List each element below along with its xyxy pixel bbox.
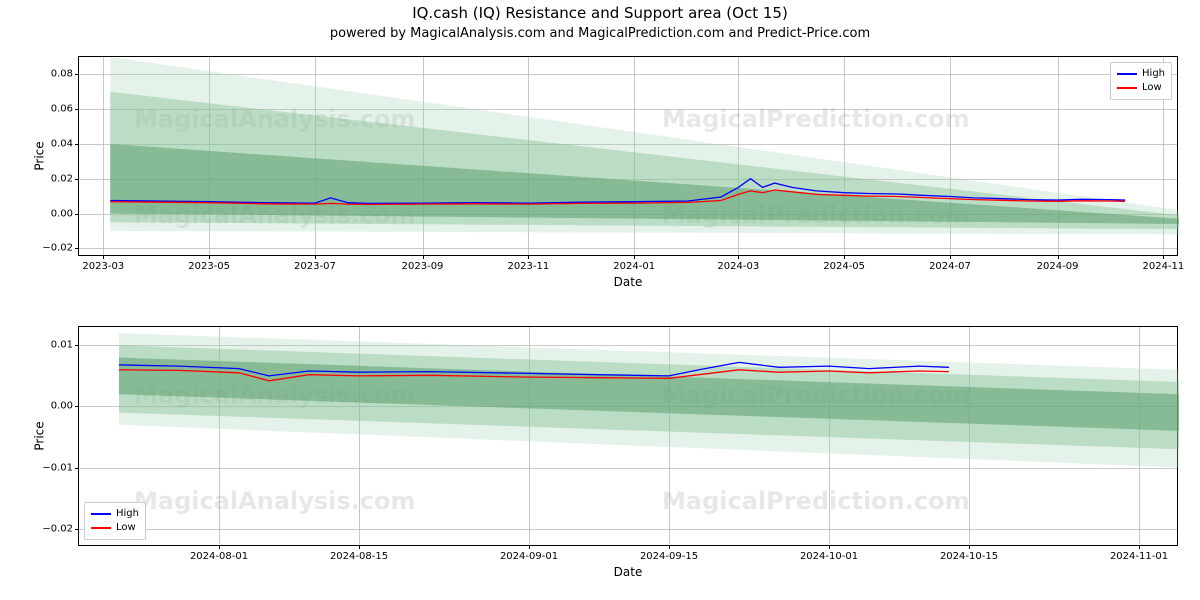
legend-swatch	[91, 527, 111, 529]
chart-svg	[79, 57, 1179, 257]
figure: IQ.cash (IQ) Resistance and Support area…	[0, 0, 1200, 600]
x-axis-label: Date	[614, 275, 643, 289]
legend-label: Low	[116, 521, 136, 535]
legend-item: High	[1117, 67, 1165, 81]
chart-panel-overview: Price Date −0.020.000.020.040.060.082023…	[78, 56, 1178, 256]
legend-swatch	[1117, 73, 1137, 75]
y-tick-label: −0.02	[42, 243, 79, 254]
legend-swatch	[1117, 87, 1137, 89]
legend-label: High	[116, 507, 139, 521]
x-axis-label: Date	[614, 565, 643, 579]
chart-svg	[79, 327, 1179, 547]
legend-swatch	[91, 513, 111, 515]
legend-item: High	[91, 507, 139, 521]
legend-item: Low	[1117, 81, 1165, 95]
y-axis-label: Price	[33, 421, 47, 450]
legend-item: Low	[91, 521, 139, 535]
legend: HighLow	[1110, 62, 1172, 100]
figure-suptitle: IQ.cash (IQ) Resistance and Support area…	[0, 4, 1200, 22]
y-tick-label: −0.01	[42, 462, 79, 473]
y-axis-label: Price	[33, 141, 47, 170]
y-tick-label: −0.02	[42, 523, 79, 534]
legend: HighLow	[84, 502, 146, 540]
legend-label: High	[1142, 67, 1165, 81]
figure-subtitle: powered by MagicalAnalysis.com and Magic…	[0, 26, 1200, 41]
chart-panel-zoom: Price Date −0.02−0.010.000.012024-08-012…	[78, 326, 1178, 546]
legend-label: Low	[1142, 81, 1162, 95]
